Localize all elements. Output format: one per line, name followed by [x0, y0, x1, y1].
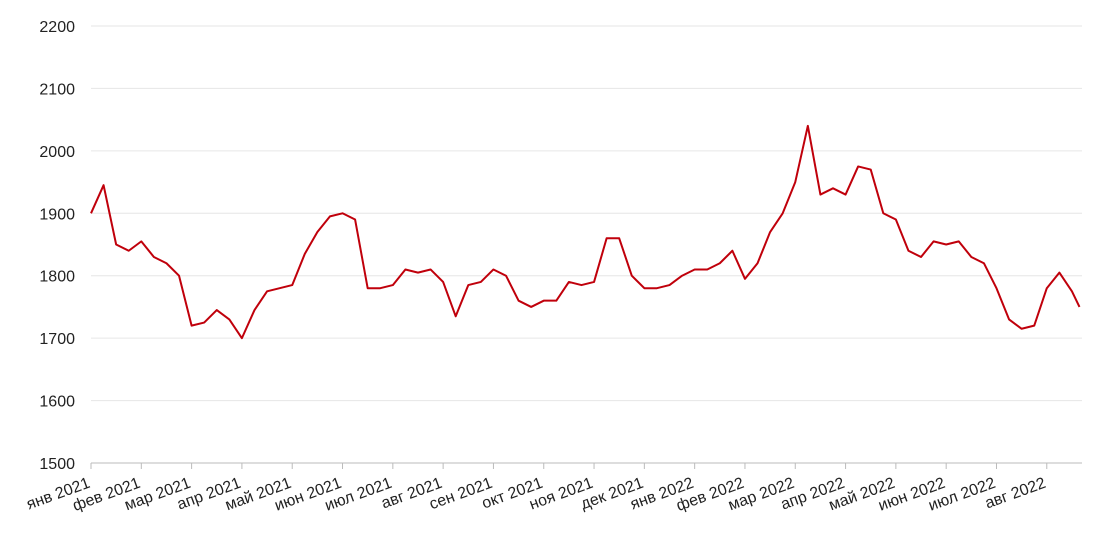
y-tick-label: 1600: [39, 394, 75, 411]
y-tick-label: 1700: [39, 331, 75, 348]
y-tick-label: 2100: [39, 81, 75, 98]
y-tick-label: 1900: [39, 206, 75, 223]
y-tick-label: 1800: [39, 269, 75, 286]
y-tick-label: 2200: [39, 19, 75, 36]
data-line: [90, 124, 1081, 340]
y-tick-label: 2000: [39, 144, 75, 161]
y-tick-label: 1500: [39, 456, 75, 473]
